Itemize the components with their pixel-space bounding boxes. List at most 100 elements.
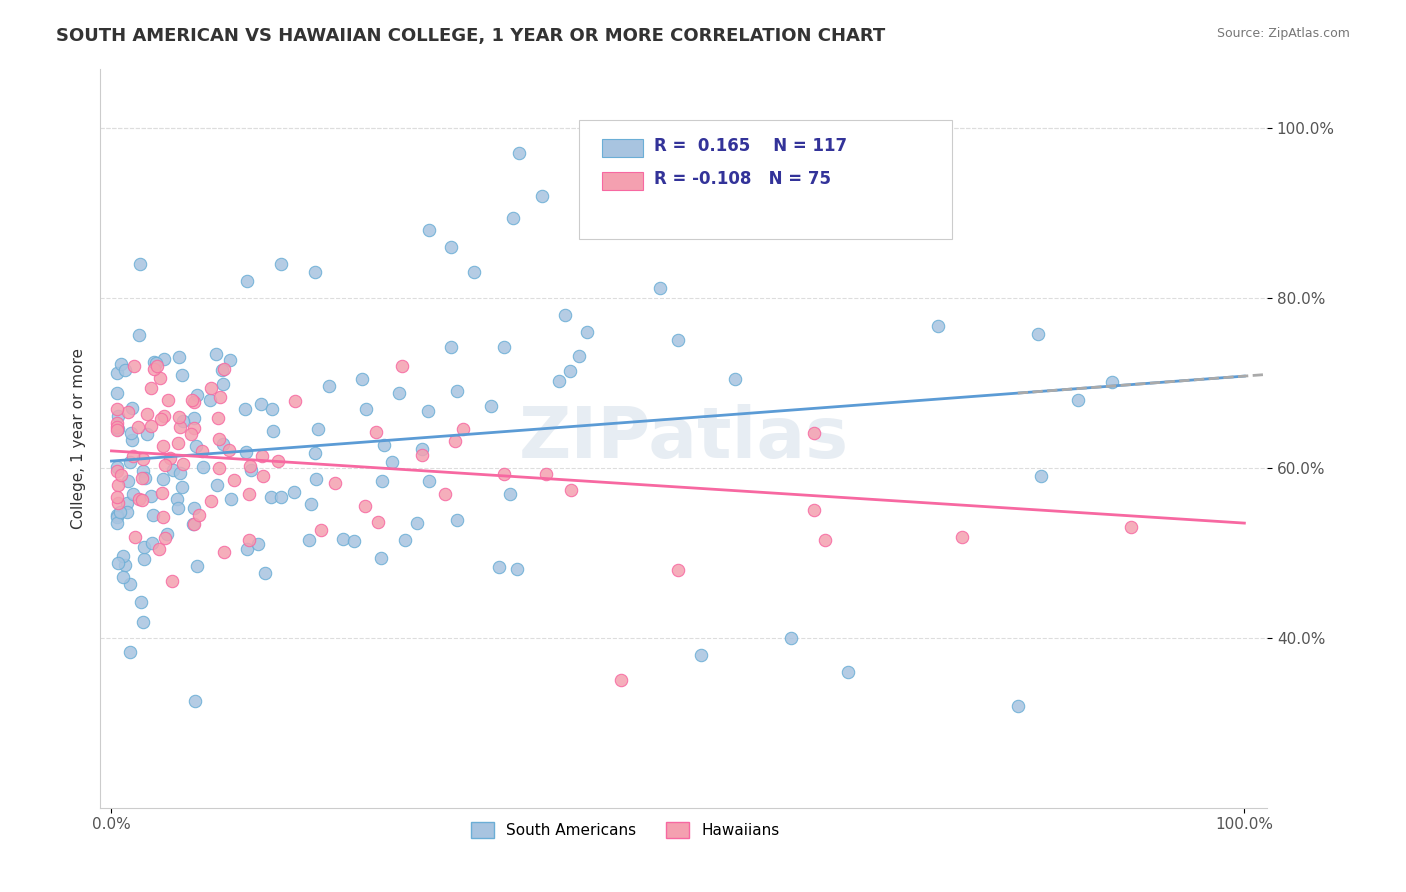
Point [648,281,671,295]
Point [184,694,207,708]
Point [307,422,329,436]
Point [950,530,973,544]
Point [367,515,389,529]
Point [446,384,468,399]
Point [172,480,194,494]
Point [153,531,176,545]
Point [1007,698,1029,713]
Point [1026,326,1049,341]
Point [391,359,413,373]
Point [142,508,165,523]
Point [118,577,141,591]
Point [260,490,283,504]
Point [433,487,456,501]
Point [105,385,128,400]
Point [150,486,173,500]
Point [166,491,188,506]
Point [152,472,174,486]
Point [183,516,205,531]
Point [250,449,273,463]
Point [494,340,516,354]
Point [506,562,529,576]
Point [169,420,191,434]
Point [198,392,221,407]
Point [120,426,142,441]
Text: R =  0.165    N = 117: R = 0.165 N = 117 [654,137,848,155]
Point [186,559,208,574]
Bar [602,139,643,157]
Point [121,401,143,416]
Point [689,648,711,662]
Point [247,537,270,551]
Point [311,524,333,538]
Point [118,455,141,469]
Point [114,558,136,573]
Point [183,421,205,435]
Point [211,376,233,391]
Point [205,347,228,361]
Point [156,526,179,541]
Point [124,359,146,373]
Point [260,401,283,416]
Point [252,468,274,483]
Point [218,352,240,367]
Point [172,414,194,428]
Point [191,443,214,458]
Text: SOUTH AMERICAN VS HAWAIIAN COLLEGE, 1 YEAR OR MORE CORRELATION CHART: SOUTH AMERICAN VS HAWAIIAN COLLEGE, 1 YE… [56,27,886,45]
Text: R = -0.108   N = 75: R = -0.108 N = 75 [654,170,831,188]
Point [181,517,204,532]
Point [666,563,689,577]
Point [143,355,166,369]
Point [157,392,180,407]
Point [387,386,409,401]
Point [139,380,162,394]
Point [235,445,257,459]
Point [108,505,131,519]
Point [666,334,689,348]
Point [304,265,326,279]
Point [576,325,599,339]
Point [373,438,395,452]
Point [332,532,354,546]
Point [121,433,143,447]
Point [122,449,145,463]
Point [105,416,128,430]
Point [183,411,205,425]
Point [131,595,153,609]
Point [284,393,307,408]
Point [105,508,128,522]
Point [364,425,387,440]
Point [105,491,128,505]
Point [443,434,465,448]
Point [381,455,404,469]
Point [152,439,174,453]
Point [141,535,163,549]
Point [218,443,240,458]
Point [530,189,553,203]
Point [122,487,145,501]
Point [167,351,190,365]
Point [371,474,394,488]
Point [212,436,235,450]
Point [160,574,183,588]
Text: ZIPatlas: ZIPatlas [519,404,849,473]
Point [131,493,153,508]
Point [128,491,150,506]
Point [534,467,557,481]
Point [186,439,208,453]
Point [304,472,326,486]
Point [418,474,440,488]
Point [479,399,502,413]
Point [188,508,211,522]
Point [554,308,576,322]
Point [488,560,510,574]
Point [128,327,150,342]
Point [162,463,184,477]
Point [117,405,139,419]
Point [191,459,214,474]
Point [283,485,305,500]
Point [141,419,163,434]
Point [134,471,156,485]
Point [250,397,273,411]
Point [298,533,321,547]
